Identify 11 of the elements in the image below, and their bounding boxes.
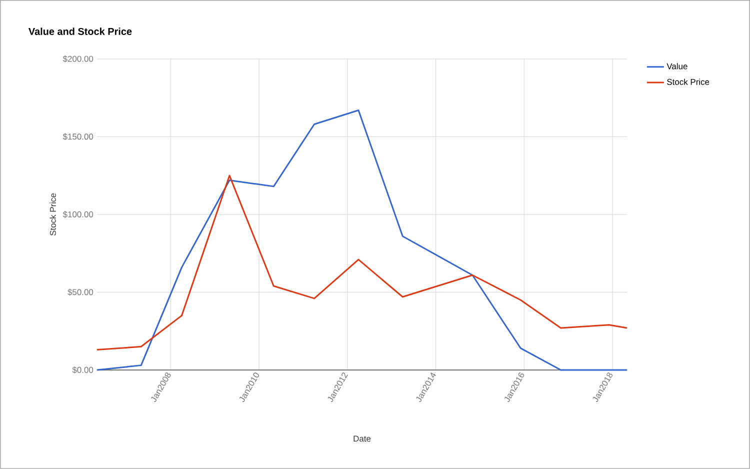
x-axis-title: Date <box>354 436 371 442</box>
legend-label: Value <box>666 63 688 70</box>
y-tick-label: $200.00 <box>62 56 94 62</box>
y-axis-title: Stock Price <box>50 193 56 236</box>
y-tick-label: $150.00 <box>62 133 94 140</box>
y-tick-label: $100.00 <box>62 211 94 218</box>
y-tick-label: $50.00 <box>68 288 94 296</box>
line-series <box>96 174 628 351</box>
y-tick-label: $0.00 <box>72 366 94 374</box>
legend-label: Stock Price <box>667 78 710 85</box>
chart-title: Value and Stock Price <box>28 28 132 36</box>
